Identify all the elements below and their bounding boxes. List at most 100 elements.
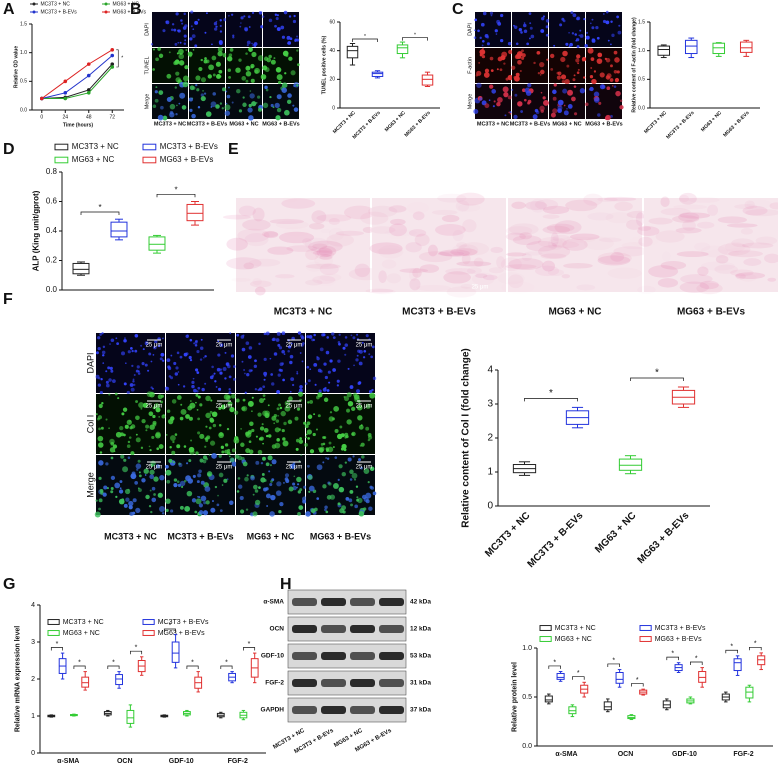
texture <box>467 267 482 275</box>
cell <box>342 510 346 514</box>
cell <box>347 400 354 407</box>
cell <box>162 29 166 33</box>
size-label: 37 kDa <box>410 707 431 714</box>
cell <box>179 41 182 44</box>
cell <box>357 415 363 421</box>
cell <box>170 509 174 513</box>
cell <box>140 344 143 347</box>
texture <box>416 284 452 292</box>
cell <box>238 109 243 113</box>
cell <box>515 72 520 77</box>
texture <box>406 202 429 214</box>
box <box>657 45 671 56</box>
cell <box>260 477 266 483</box>
panel-label: E <box>228 141 239 158</box>
y-tick-label: 1 <box>487 467 493 478</box>
texture <box>252 277 262 286</box>
cell <box>327 370 331 374</box>
cell <box>616 70 620 74</box>
cell <box>242 334 245 337</box>
cell <box>536 50 541 55</box>
scale-label: 25 μm <box>146 465 163 471</box>
cell <box>268 470 271 473</box>
cell <box>131 349 134 353</box>
cell <box>127 440 131 444</box>
cell <box>576 16 581 21</box>
cell <box>589 22 592 25</box>
y-tick-label: 1.5 <box>20 21 27 27</box>
micrograph <box>584 10 622 48</box>
cell <box>573 74 576 77</box>
cell <box>235 398 240 403</box>
cell <box>264 412 270 418</box>
cell <box>126 390 130 395</box>
scale-label: 25 μm <box>286 404 303 410</box>
cell <box>264 85 268 90</box>
cell <box>297 391 304 397</box>
cell <box>495 33 498 35</box>
cell <box>344 353 347 356</box>
significance-star: * <box>577 670 580 677</box>
cell <box>110 338 115 343</box>
cell <box>240 16 244 20</box>
cell <box>226 427 230 431</box>
significance-bracket <box>690 661 703 665</box>
cell <box>296 483 300 486</box>
cell <box>355 485 359 488</box>
blot-band <box>379 679 404 687</box>
legend-swatch <box>142 156 157 164</box>
texture <box>534 199 559 211</box>
cell <box>299 488 303 492</box>
cell <box>138 474 142 478</box>
cell <box>250 78 255 83</box>
cell <box>245 508 249 511</box>
cell <box>224 443 229 447</box>
cell <box>229 457 235 463</box>
cell <box>177 29 181 33</box>
cell <box>194 343 198 347</box>
cell <box>284 405 291 412</box>
cell <box>336 433 343 440</box>
cell <box>252 493 255 496</box>
cell <box>331 332 335 336</box>
cell <box>110 456 114 460</box>
cell <box>236 89 241 94</box>
cell <box>271 459 277 465</box>
cell <box>237 484 243 489</box>
cell <box>258 486 261 489</box>
cell <box>204 355 207 358</box>
cell <box>270 480 273 483</box>
cell <box>484 103 490 109</box>
cell <box>195 451 199 455</box>
cell <box>227 364 231 369</box>
cell <box>355 358 359 362</box>
cell <box>276 438 280 442</box>
cell <box>98 507 101 511</box>
legend-label: MG63 + NC <box>72 155 115 164</box>
texture <box>655 230 685 243</box>
y-tick-label: 0.5 <box>638 77 645 83</box>
cell <box>273 413 278 418</box>
cell <box>223 18 227 22</box>
cell <box>497 21 502 26</box>
texture <box>739 273 757 282</box>
cell <box>228 375 232 379</box>
cell <box>200 96 206 102</box>
cell <box>216 503 220 507</box>
texture <box>554 220 582 235</box>
significance-star: * <box>135 645 138 652</box>
cell <box>240 22 242 24</box>
texture <box>248 275 270 280</box>
cell <box>473 108 479 114</box>
size-label: 42 kDa <box>410 599 431 606</box>
cell <box>198 496 201 499</box>
texture <box>603 196 637 202</box>
cell <box>145 429 148 432</box>
cell <box>337 502 341 506</box>
blot-band <box>292 652 317 660</box>
cell <box>222 87 226 92</box>
cell <box>224 104 231 111</box>
texture <box>326 233 355 247</box>
texture <box>764 253 778 264</box>
cell <box>215 386 218 388</box>
